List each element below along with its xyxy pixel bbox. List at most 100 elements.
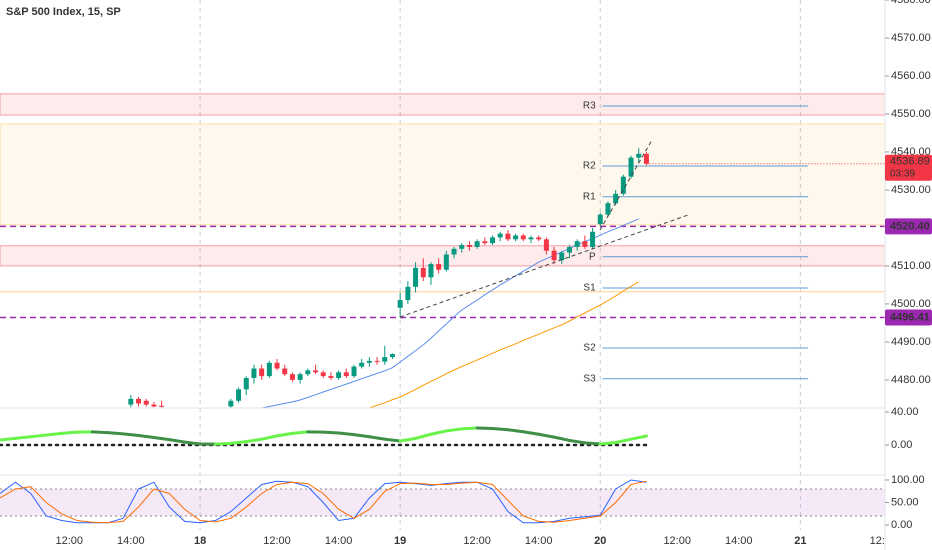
candle-body [582, 241, 588, 247]
momentum-segment [367, 435, 387, 441]
x-tick-label: 12: [870, 535, 885, 547]
pivot-label: S2 [583, 343, 596, 354]
momentum-segment [275, 431, 294, 438]
candle-body [482, 241, 488, 244]
momentum-segment [460, 426, 479, 431]
candle-body [374, 360, 380, 362]
y-tick-label: 4530.00 [891, 184, 931, 196]
y-tick-label: 4510.00 [891, 260, 931, 272]
candle-body [143, 400, 149, 405]
moving-average [369, 281, 639, 408]
momentum-segment [583, 441, 602, 446]
price-tag-label: 4496.41 [890, 311, 930, 323]
momentum-segment [229, 440, 248, 445]
candle-body [620, 176, 626, 194]
candle-body [420, 267, 426, 278]
momentum-segment [44, 431, 64, 437]
momentum-segment [444, 427, 464, 433]
momentum-segment [337, 431, 356, 437]
candle-body [505, 233, 511, 240]
momentum-segment [506, 428, 525, 434]
candle-body [451, 248, 457, 255]
axis-layer: 12:00 14:00 18 12:00 14:00 19 12:00 14:00 20 12:0… [55, 0, 932, 547]
candle-body [459, 245, 465, 249]
momentum-segment [383, 437, 402, 443]
candle-body [397, 300, 403, 308]
momentum-segment [121, 432, 141, 437]
momentum-segment [106, 431, 125, 436]
candle-body [590, 231, 596, 247]
candle-body [428, 264, 434, 278]
candle-body [551, 250, 557, 261]
x-tick-label: 14:00 [525, 535, 553, 547]
candle-body [274, 362, 280, 369]
momentum-segment [183, 440, 202, 446]
candle-body [559, 252, 565, 261]
momentum-segment [352, 433, 371, 439]
candle-body [320, 372, 326, 377]
momentum-segment [90, 430, 110, 435]
momentum-segment [137, 433, 156, 440]
momentum-segment [598, 440, 618, 446]
momentum-segment [614, 437, 633, 444]
candle-body [389, 354, 395, 358]
candle-body [251, 368, 257, 378]
candle-body [513, 235, 519, 240]
candle-body [466, 245, 472, 247]
pivot-label: R3 [583, 101, 596, 112]
candle-body [228, 400, 234, 407]
momentum-segment [537, 432, 556, 439]
pivot-label: R1 [583, 191, 596, 202]
candle-body [236, 389, 242, 401]
x-tick-label: 14:00 [117, 535, 145, 547]
candle-body [474, 241, 480, 247]
candle-body [382, 357, 388, 362]
y-tick-label: 4560.00 [891, 70, 931, 82]
candle-body [359, 362, 365, 367]
momentum-segment [491, 426, 510, 432]
candle-body [574, 241, 580, 247]
candle-body [413, 267, 419, 287]
y-tick-label: 0.00 [891, 439, 912, 451]
candle-body [528, 237, 534, 240]
countdown-label: 03:39 [890, 168, 915, 179]
chart-title: S&P 500 Index, 15, SP [6, 6, 121, 18]
candle-body [605, 203, 611, 215]
candle-body [636, 153, 642, 158]
last-price-tag [885, 154, 932, 181]
pivot-label: S1 [583, 283, 596, 294]
x-tick-label: 12:00 [55, 535, 83, 547]
momentum-segment [521, 430, 541, 436]
x-tick-label: 19 [394, 535, 406, 547]
candle-body [443, 254, 449, 270]
candle-body [305, 370, 311, 375]
candle-body [282, 368, 288, 375]
y-tick-label: 4490.00 [891, 336, 931, 348]
zone [0, 245, 886, 267]
x-tick-label: 12:00 [463, 535, 491, 547]
candle-body [366, 360, 372, 363]
momentum-segment [567, 438, 587, 445]
momentum-segment [321, 430, 341, 435]
candle-body [297, 374, 303, 380]
x-tick-label: 14:00 [325, 535, 353, 547]
momentum-segment [260, 434, 279, 441]
price-tag [885, 218, 932, 235]
momentum-segment [414, 432, 433, 440]
candle-body [243, 377, 249, 390]
price-tag-label: 4520.40 [890, 220, 930, 232]
candle-body [328, 376, 334, 378]
pivot-label: R2 [583, 161, 596, 172]
price-axis [885, 0, 932, 550]
stoch-line [0, 480, 647, 524]
momentum-segment [0, 436, 17, 442]
candle-body [643, 153, 649, 164]
momentum-segment [152, 436, 171, 442]
candle-body [159, 405, 165, 407]
candle-body [490, 237, 496, 244]
candle-body [597, 214, 603, 225]
y-tick-label: 0.00 [891, 519, 912, 531]
momentum-segment [290, 430, 310, 435]
x-tick-label: 12:00 [663, 535, 691, 547]
